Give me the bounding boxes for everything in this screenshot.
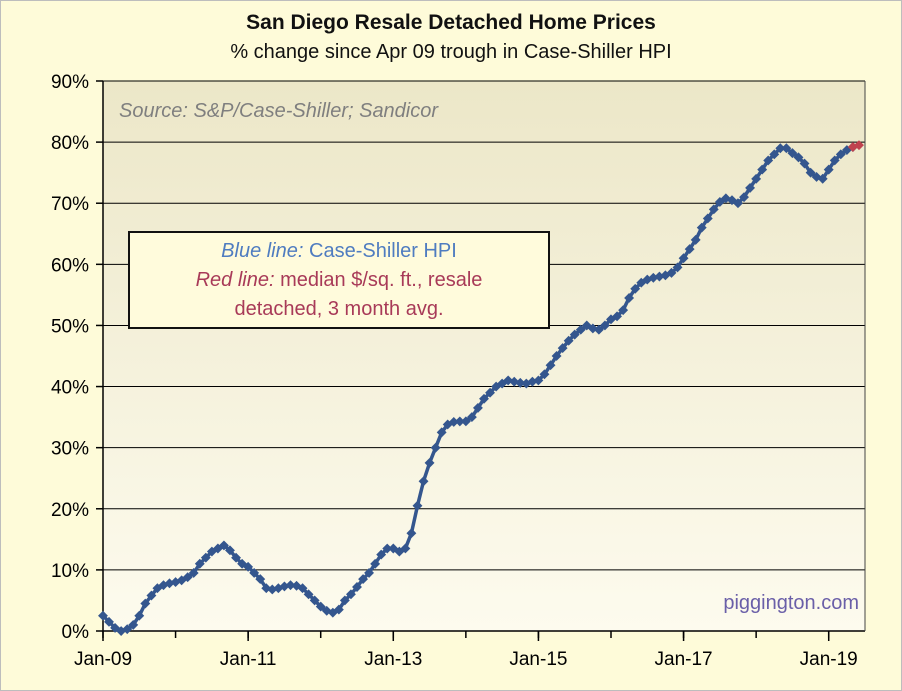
data-point bbox=[624, 293, 635, 303]
data-point bbox=[612, 311, 622, 322]
data-point bbox=[412, 500, 423, 511]
watermark-text: piggington.com bbox=[723, 592, 859, 614]
y-axis-ticks: 0% 10% 20% 30% 40% 50% 60% 70% 80% 90% bbox=[51, 72, 103, 643]
x-tick-label: Jan-19 bbox=[800, 649, 858, 670]
data-point bbox=[297, 583, 308, 594]
legend-line-3: detached, 3 month avg. bbox=[130, 295, 548, 324]
x-tick-label: Jan-15 bbox=[509, 649, 567, 670]
data-point bbox=[448, 417, 459, 427]
data-point bbox=[315, 601, 326, 612]
data-point bbox=[339, 595, 350, 606]
data-point bbox=[485, 387, 496, 398]
data-point bbox=[309, 595, 320, 606]
data-point bbox=[551, 351, 562, 361]
data-point bbox=[805, 167, 816, 178]
y-tick-label: 80% bbox=[51, 133, 89, 154]
x-tick-label: Jan-09 bbox=[74, 649, 132, 670]
data-point bbox=[424, 457, 435, 468]
y-tick-label: 20% bbox=[51, 500, 89, 521]
data-point bbox=[757, 164, 768, 175]
chart-subtitle: % change since Apr 09 trough in Case-Shi… bbox=[230, 41, 672, 63]
data-point bbox=[134, 610, 145, 621]
x-tick-label: Jan-11 bbox=[220, 649, 277, 670]
data-point bbox=[745, 182, 756, 193]
data-point bbox=[466, 412, 477, 423]
x-axis-ticks: Jan-09 Jan-11 Jan-13 Jan-15 Jan-17 Jan-19 bbox=[74, 631, 858, 670]
data-point bbox=[370, 558, 381, 569]
data-point bbox=[739, 192, 749, 203]
data-point bbox=[218, 540, 229, 551]
data-point bbox=[225, 545, 235, 556]
data-point bbox=[454, 416, 465, 427]
plot-area bbox=[103, 81, 865, 631]
data-point bbox=[436, 427, 447, 438]
data-point bbox=[793, 152, 804, 163]
data-point bbox=[599, 320, 610, 331]
y-tick-label: 50% bbox=[51, 316, 89, 337]
data-point bbox=[418, 476, 429, 487]
y-tick-label: 0% bbox=[62, 622, 90, 643]
data-point bbox=[472, 402, 483, 413]
data-point bbox=[460, 416, 471, 427]
y-tick-label: 60% bbox=[51, 255, 89, 276]
data-point bbox=[630, 283, 641, 294]
y-tick-label: 40% bbox=[51, 378, 89, 399]
data-point bbox=[140, 598, 151, 609]
legend-red-text: median $/sq. ft., resale bbox=[280, 269, 483, 291]
data-point bbox=[400, 543, 411, 554]
data-point bbox=[352, 582, 362, 592]
data-point bbox=[430, 442, 441, 453]
legend-blue-text: Case-Shiller HPI bbox=[309, 240, 457, 262]
legend-blue-label: Blue line: bbox=[221, 240, 304, 262]
y-tick-label: 90% bbox=[51, 72, 89, 93]
y-tick-label: 10% bbox=[51, 561, 89, 582]
data-point bbox=[345, 589, 356, 600]
legend-note-box: Blue line: Case-Shiller HPI Red line: me… bbox=[128, 231, 550, 329]
x-tick-label: Jan-17 bbox=[655, 649, 713, 670]
data-point bbox=[333, 604, 344, 615]
legend-red-text-cont: detached, 3 month avg. bbox=[234, 298, 444, 320]
x-tick-label: Jan-13 bbox=[364, 649, 422, 670]
source-note: Source: S&P/Case-Shiller; Sandicor bbox=[119, 100, 439, 122]
legend-line-2: Red line: median $/sq. ft., resale bbox=[130, 266, 548, 295]
legend-line-1: Blue line: Case-Shiller HPI bbox=[130, 237, 548, 266]
data-point bbox=[575, 324, 586, 335]
y-tick-label: 70% bbox=[51, 194, 89, 215]
axes bbox=[102, 81, 866, 632]
chart-title: San Diego Resale Detached Home Prices bbox=[246, 11, 656, 34]
data-point bbox=[666, 267, 677, 278]
y-tick-label: 30% bbox=[51, 439, 89, 460]
data-point bbox=[285, 580, 296, 591]
data-point bbox=[563, 335, 574, 346]
data-point bbox=[479, 393, 489, 404]
legend-red-label: Red line: bbox=[195, 269, 275, 291]
